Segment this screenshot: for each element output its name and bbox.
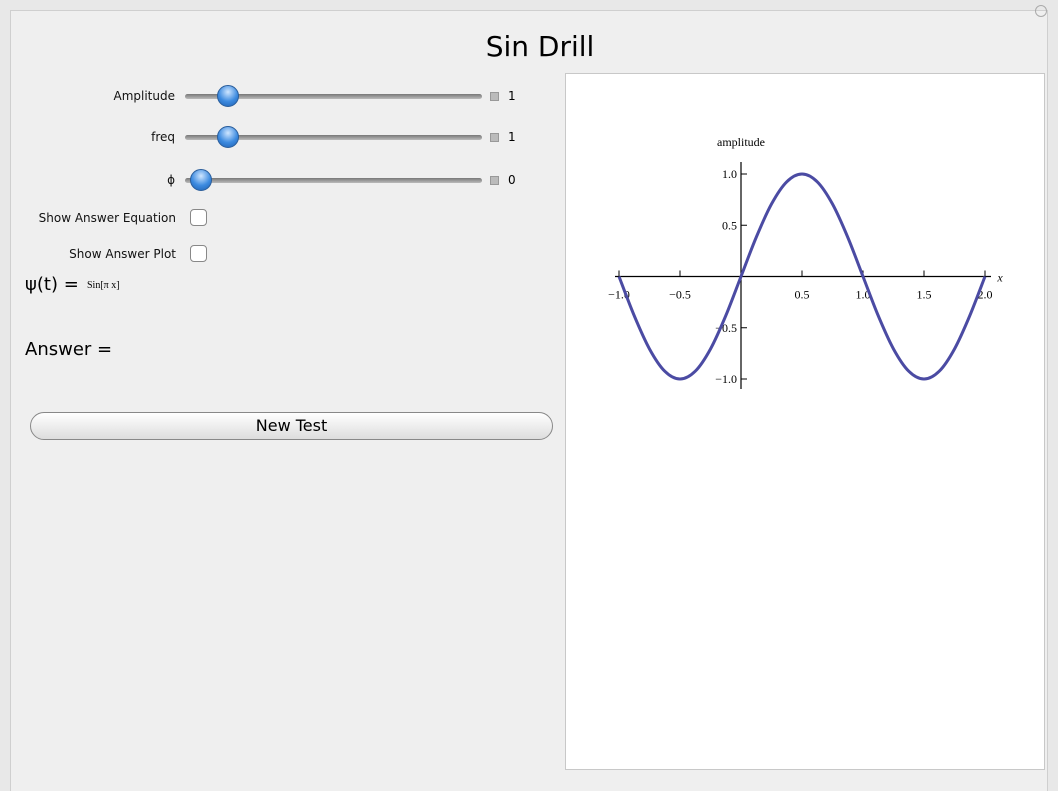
slider-expand[interactable]: [490, 92, 499, 101]
slider-thumb[interactable]: [217, 126, 239, 148]
slider-value: 1: [508, 89, 516, 103]
slider-track[interactable]: [185, 178, 482, 183]
slider-label: ϕ: [167, 173, 175, 187]
equation-label: ψ(t) =: [25, 274, 79, 295]
title: Sin Drill: [485, 30, 595, 63]
slider-expand[interactable]: [490, 133, 499, 142]
new-test-button[interactable]: New Test: [30, 412, 553, 440]
slider-thumb[interactable]: [217, 85, 239, 107]
checkbox[interactable]: [190, 245, 207, 262]
slider-label: Amplitude: [113, 89, 176, 103]
checkbox-label: Show Answer Equation: [38, 211, 176, 225]
checkbox-label: Show Answer Plot: [69, 247, 176, 261]
slider-thumb[interactable]: [190, 169, 212, 191]
checkbox[interactable]: [190, 209, 207, 226]
slider-label: freq: [151, 130, 175, 144]
slider-track[interactable]: [185, 94, 482, 99]
answer-label: Answer =: [25, 339, 113, 360]
close-icon[interactable]: [1035, 5, 1047, 17]
equation-value: Sin[π x]: [87, 280, 120, 291]
slider-expand[interactable]: [490, 176, 499, 185]
slider-value: 1: [508, 130, 516, 144]
slider-track[interactable]: [185, 135, 482, 140]
slider-value: 0: [508, 173, 516, 187]
plot-panel: [565, 73, 1045, 770]
